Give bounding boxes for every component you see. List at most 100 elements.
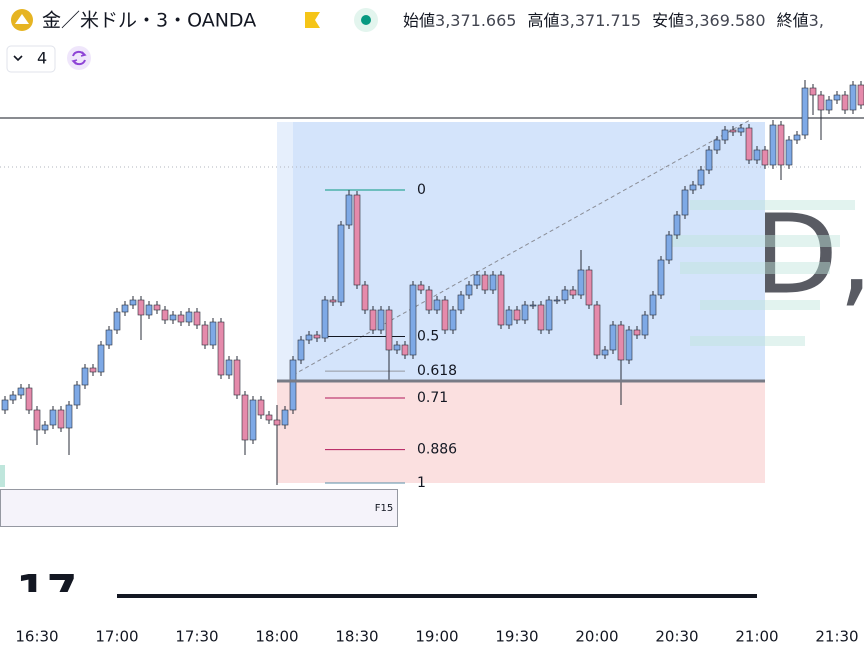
x-tick-label: 21:30	[815, 628, 858, 646]
candle-body	[425, 289, 433, 311]
candle-body	[585, 269, 593, 306]
candle-body	[129, 299, 137, 306]
fib-level-label: 0	[417, 182, 426, 198]
candle-body	[705, 149, 713, 171]
candle-body	[193, 311, 201, 326]
candle-body	[441, 299, 449, 331]
candle-body	[657, 259, 665, 296]
profile-bar	[680, 262, 830, 274]
refresh-button[interactable]	[67, 46, 91, 70]
candle-body	[289, 359, 297, 411]
range-bar	[117, 594, 757, 598]
x-tick-label: 17:00	[95, 628, 138, 646]
x-tick-label: 20:30	[655, 628, 698, 646]
candle-body	[833, 94, 841, 101]
candle-body	[753, 149, 761, 161]
candle-body	[321, 299, 329, 339]
trend-line	[292, 119, 751, 376]
candle-body	[801, 87, 809, 136]
candle-body	[721, 129, 729, 141]
candle-body	[113, 311, 121, 331]
candle-body	[377, 309, 385, 331]
candle-body	[49, 409, 57, 426]
candle-body	[665, 234, 673, 261]
candle-body	[761, 149, 769, 166]
candle-body	[729, 129, 737, 133]
candle-body	[641, 314, 649, 336]
x-tick-label: 18:30	[335, 628, 378, 646]
candle-body	[449, 309, 457, 331]
candle-body	[121, 304, 129, 313]
candle-body	[809, 87, 817, 96]
candle-body	[153, 304, 161, 311]
candle-body	[361, 284, 369, 311]
candle-body	[217, 321, 225, 376]
candle-body	[401, 344, 409, 356]
symbol-icon-mark	[15, 14, 29, 24]
profile-bar	[670, 235, 840, 247]
candle-body	[465, 284, 473, 296]
candle-body	[17, 387, 25, 396]
x-tick-label: 18:00	[255, 628, 298, 646]
ohlc-value: 3,371.665	[435, 11, 516, 30]
candle-body	[577, 269, 585, 296]
candle-body	[265, 414, 273, 421]
indicator-count: 4	[37, 49, 47, 68]
ohlc-label: 始値	[403, 11, 435, 30]
position-profit-zone-edge	[277, 122, 293, 381]
candle-body	[241, 394, 249, 441]
candle-body	[201, 324, 209, 346]
candle-body	[161, 309, 169, 321]
candle-body	[169, 314, 177, 321]
candle-body	[689, 184, 697, 191]
refresh-icon-arrows	[71, 51, 87, 65]
candle-body	[281, 409, 289, 426]
candle-body	[433, 299, 441, 311]
candle-body	[497, 274, 505, 326]
candle-body	[353, 194, 361, 286]
candle-body	[305, 334, 313, 341]
candle-body	[369, 309, 377, 331]
chevron-icon	[13, 55, 23, 62]
candle-body	[209, 321, 217, 346]
candle-body	[513, 309, 521, 321]
profile-bar	[690, 200, 855, 210]
x-tick-label: 20:00	[575, 628, 618, 646]
fib-level-label: 0.886	[417, 442, 457, 458]
candle-body	[713, 139, 721, 151]
flag-icon[interactable]	[305, 12, 320, 28]
candle-body	[553, 299, 561, 302]
candle-body	[393, 344, 401, 351]
ohlc-value: 3,	[809, 11, 824, 30]
candle-body	[777, 124, 785, 166]
candle-body	[89, 367, 97, 373]
candle-body	[537, 304, 545, 331]
indicator-toggle[interactable]	[6, 45, 56, 73]
candle-body	[609, 324, 617, 351]
candle-body	[793, 134, 801, 141]
ohlc-label: 終値	[777, 11, 809, 30]
candle-body	[561, 289, 569, 301]
candle-body	[81, 367, 89, 386]
candle-body	[25, 387, 33, 411]
candle-body	[345, 194, 353, 226]
candle-body	[145, 304, 153, 316]
candle-body	[825, 99, 833, 111]
candle-body	[73, 384, 81, 406]
candle-body	[681, 189, 689, 216]
candle-body	[337, 224, 345, 303]
candle-body	[225, 359, 233, 376]
candle-body	[617, 324, 625, 361]
position-loss-zone	[277, 381, 765, 483]
candle-body	[785, 139, 793, 166]
candle-body	[625, 329, 633, 361]
candle-body	[745, 127, 753, 161]
candle-body	[673, 214, 681, 236]
candle-body	[417, 284, 425, 291]
candle-body	[817, 94, 825, 111]
candle-body	[505, 309, 513, 326]
candle-body	[9, 394, 17, 401]
ohlc-label: 安値	[652, 11, 684, 30]
